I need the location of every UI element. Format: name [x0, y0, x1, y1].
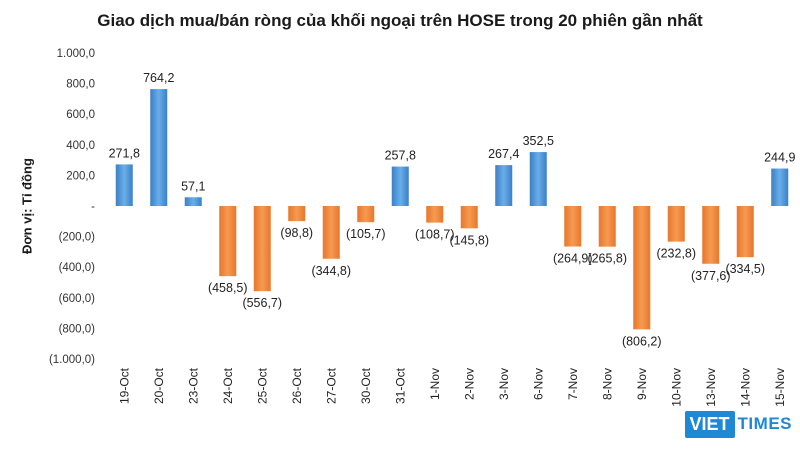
data-label: (458,5) — [208, 281, 248, 295]
data-labels: 271,8 764,2 57,1 (458,5)(556,7) (98,8) (344,8… — [109, 71, 796, 348]
data-label: 764,2 — [143, 71, 174, 85]
x-tick-label: 26-Oct — [290, 367, 304, 404]
y-tick-label: (200,0) — [59, 232, 96, 244]
data-label: 352,5 — [523, 134, 554, 148]
data-label: (108,7) — [415, 228, 455, 242]
data-label: 57,1 — [181, 179, 205, 193]
data-label: (334,5) — [725, 262, 765, 276]
y-tick-label: 1.000,0 — [57, 48, 95, 60]
bar — [598, 206, 616, 247]
bar — [460, 206, 478, 229]
x-tick-label: 2-Nov — [462, 368, 476, 400]
data-label: 271,8 — [109, 146, 140, 160]
logo-times: TIMES — [737, 414, 792, 433]
x-tick-label: 27-Oct — [324, 367, 338, 404]
data-label: 244,9 — [764, 151, 795, 165]
bar — [115, 164, 133, 206]
bar — [426, 206, 444, 223]
x-tick-label: 10-Nov — [669, 368, 683, 407]
bar — [184, 197, 202, 206]
data-label: (98,8) — [280, 226, 313, 240]
x-tick-label: 6-Nov — [531, 368, 545, 400]
bar — [702, 206, 720, 264]
x-tick-label: 25-Oct — [255, 367, 269, 404]
x-tick-label: 30-Oct — [359, 367, 373, 404]
viettimes-logo: VIET TIMES — [684, 407, 792, 441]
x-tick-label: 31-Oct — [393, 367, 407, 404]
bar — [219, 206, 237, 277]
y-tick-label: 400,0 — [66, 140, 95, 152]
x-tick-label: 8-Nov — [600, 368, 614, 400]
x-axis-ticks: 19-Oct 20-Oct 23-Oct 24-Oct 25-Oct 26-Oct 27-O… — [117, 367, 787, 406]
y-tick-label: (600,0) — [59, 293, 96, 305]
bars — [115, 89, 789, 330]
bar — [253, 206, 271, 292]
x-tick-label: 14-Nov — [738, 368, 752, 407]
x-tick-label: 7-Nov — [566, 368, 580, 400]
x-tick-label: 3-Nov — [497, 368, 511, 400]
data-label: (232,8) — [656, 247, 696, 261]
bar — [736, 206, 754, 258]
data-label: (556,7) — [242, 296, 282, 310]
y-tick-label: 600,0 — [66, 109, 95, 121]
x-tick-label: 19-Oct — [117, 367, 131, 404]
data-label: (377,6) — [691, 269, 731, 283]
bar — [771, 168, 789, 206]
y-tick-label: 200,0 — [66, 170, 95, 182]
x-tick-label: 23-Oct — [186, 367, 200, 404]
bar — [564, 206, 582, 247]
chart-title: Giao dịch mua/bán ròng của khối ngoại tr… — [97, 11, 703, 30]
y-axis-ticks: 1.000,0 800,0 600,0 400,0 200,0 - (200,0) (400,… — [49, 48, 95, 366]
bar — [357, 206, 375, 223]
bar — [288, 206, 306, 222]
bar — [667, 206, 685, 242]
data-label: 257,8 — [385, 149, 416, 163]
y-tick-label: (800,0) — [59, 323, 96, 335]
x-tick-label: 15-Nov — [773, 368, 787, 407]
y-tick-label: (400,0) — [59, 262, 96, 274]
bar — [391, 166, 409, 206]
bar — [150, 89, 168, 206]
x-tick-label: 13-Nov — [704, 368, 718, 407]
bar — [495, 165, 513, 206]
data-label: (344,8) — [311, 264, 351, 278]
y-tick-label: 800,0 — [66, 79, 95, 91]
x-tick-label: 24-Oct — [221, 367, 235, 404]
bar — [633, 206, 651, 330]
data-label: (105,7) — [346, 227, 386, 241]
data-label: (265,8) — [587, 252, 627, 266]
bar — [529, 152, 547, 206]
y-tick-label: - — [91, 201, 95, 213]
logo-viet: VIET — [684, 410, 735, 438]
data-label: (145,8) — [449, 233, 489, 247]
data-label: (264,9) — [553, 252, 593, 266]
x-tick-label: 20-Oct — [152, 367, 166, 404]
y-tick-label: (1.000,0) — [49, 354, 95, 366]
data-label: 267,4 — [488, 147, 519, 161]
data-label: (806,2) — [622, 334, 662, 348]
x-tick-label: 9-Nov — [635, 368, 649, 400]
x-tick-label: 1-Nov — [428, 368, 442, 400]
bar — [322, 206, 340, 259]
